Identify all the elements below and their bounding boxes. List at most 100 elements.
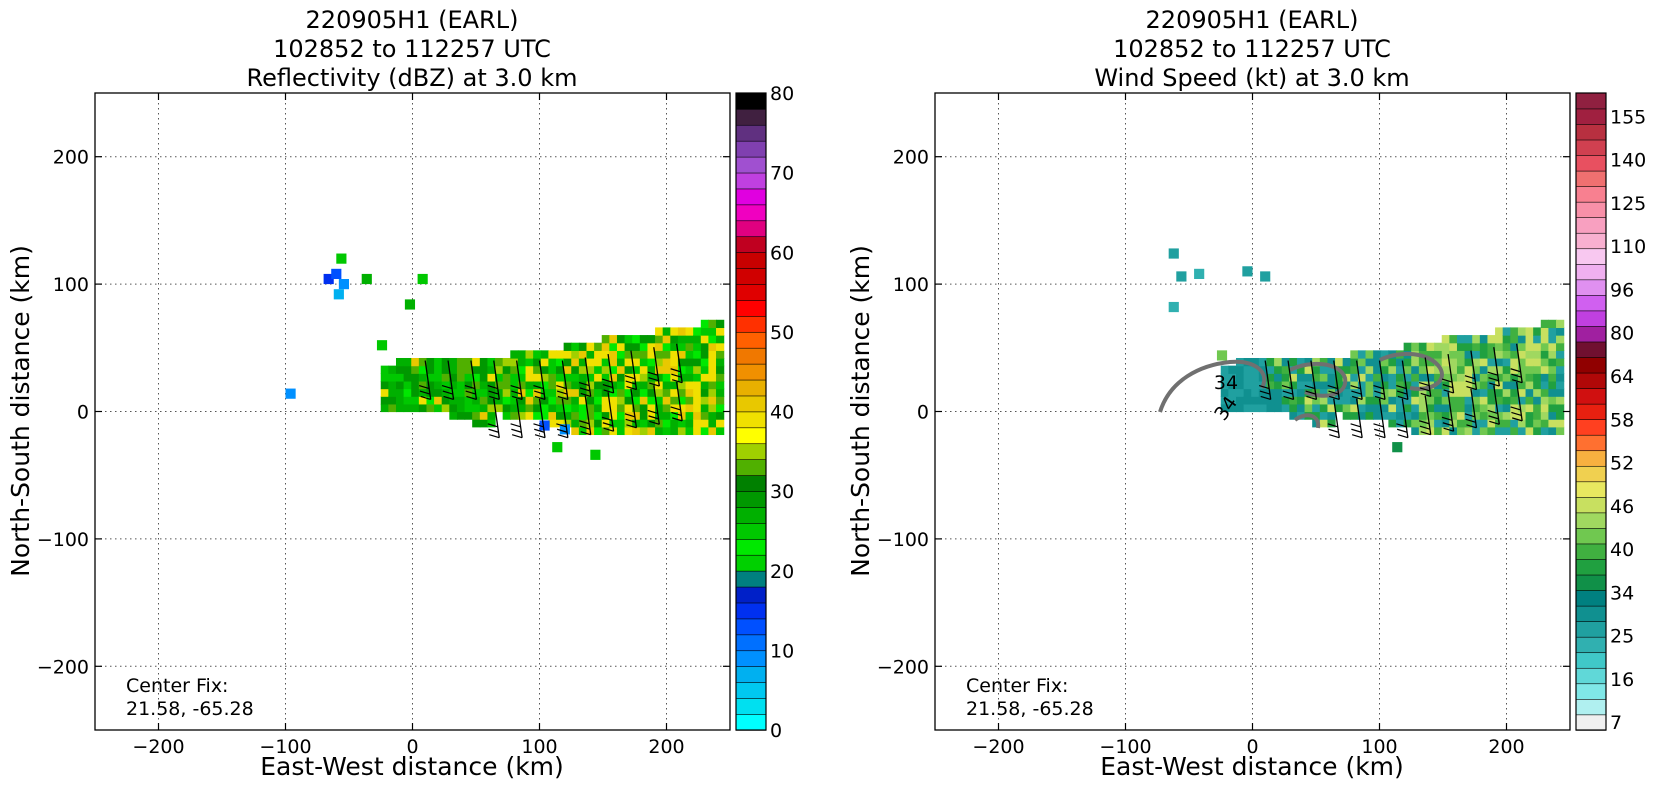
field-cell <box>1357 403 1367 413</box>
field-cell <box>479 357 489 367</box>
field-cell <box>1418 365 1428 374</box>
field-cell <box>716 357 725 367</box>
field-cell <box>571 357 580 367</box>
field-cell <box>609 396 618 405</box>
field-cell <box>1296 388 1306 397</box>
x-tick-label: 100 <box>1361 736 1397 758</box>
field-cell <box>639 411 649 420</box>
field-cell <box>388 388 397 397</box>
field-cell <box>533 357 542 367</box>
field-cell <box>1548 388 1557 397</box>
field-cell <box>331 268 342 280</box>
colorbar-tick-label: 25 <box>1610 626 1634 648</box>
field-cell <box>716 373 725 382</box>
field-cell <box>1502 373 1511 382</box>
field-cell <box>1266 396 1275 405</box>
field-cell <box>1502 396 1511 405</box>
field-cell <box>578 388 588 397</box>
field-cell <box>563 357 572 367</box>
field-cell <box>1510 419 1519 428</box>
field-cell <box>1533 419 1542 428</box>
field-cell <box>1525 403 1534 413</box>
wind-speed-panel: 220905H1 (EARL) 102852 to 112257 UTC Win… <box>846 6 1646 781</box>
field-cell <box>540 396 549 405</box>
field-cell <box>639 373 649 382</box>
field-cell <box>411 403 420 413</box>
field-cell <box>1296 357 1306 367</box>
field-cell <box>517 403 527 413</box>
field-cell <box>685 403 694 413</box>
field-cell <box>1479 426 1489 436</box>
field-cell <box>700 411 710 420</box>
field-cell <box>609 380 618 390</box>
wind-barb <box>510 360 523 401</box>
field-cell <box>1274 365 1283 374</box>
field-cell <box>472 403 481 413</box>
field-cell <box>533 365 542 374</box>
field-cell <box>1495 396 1504 405</box>
field-cell <box>616 419 626 428</box>
field-cell <box>586 342 595 351</box>
field-cell <box>1319 388 1329 397</box>
field-cell <box>1464 350 1473 359</box>
field-cell <box>1411 388 1420 397</box>
field-cell <box>632 403 641 413</box>
field-cell <box>464 365 473 374</box>
field-cell <box>464 380 473 390</box>
field-cell <box>502 365 511 374</box>
field-cell <box>510 380 519 390</box>
field-cell <box>578 396 588 405</box>
field-cell <box>1426 373 1435 382</box>
field-cell <box>586 350 595 359</box>
field-cell <box>1540 403 1550 413</box>
field-cell <box>670 380 679 390</box>
field-cell <box>434 403 443 413</box>
field-cell <box>1304 373 1313 382</box>
field-cell <box>716 426 725 436</box>
field-cell <box>571 365 580 374</box>
colorbar-segment <box>735 220 767 238</box>
field-cell <box>434 388 443 397</box>
field-cell <box>361 273 372 285</box>
colorbar-segment <box>1575 170 1607 187</box>
field-cell <box>594 342 603 351</box>
wind-barb <box>1487 347 1500 387</box>
field-cell <box>1228 373 1237 382</box>
field-cell <box>662 380 671 390</box>
field-cell <box>700 380 710 390</box>
field-cell <box>647 380 656 390</box>
field-cell <box>1464 419 1473 428</box>
field-cell <box>1540 365 1550 374</box>
field-cell <box>1525 350 1534 359</box>
field-cell <box>502 396 511 405</box>
reflectivity-panel: 220905H1 (EARL) 102852 to 112257 UTC Ref… <box>6 6 794 781</box>
field-cell <box>380 365 389 374</box>
field-cell <box>677 327 687 336</box>
field-cell <box>426 388 435 397</box>
wind-barb <box>601 353 615 394</box>
field-cell <box>571 380 580 390</box>
colorbar-segment <box>735 443 767 460</box>
colorbar-segment <box>735 538 767 556</box>
field-cell <box>1540 357 1550 367</box>
field-cell <box>662 426 671 436</box>
field-cell <box>1304 365 1313 374</box>
field-cell <box>716 365 725 374</box>
field-cell <box>1327 419 1336 428</box>
field-cell <box>662 335 671 344</box>
field-cell <box>525 373 534 382</box>
field-cell <box>1220 380 1229 390</box>
x-axis-label: East-West distance (km) <box>1100 752 1404 781</box>
field-cell <box>1319 419 1329 428</box>
y-tick-label: 200 <box>53 147 89 169</box>
field-cell <box>1479 335 1489 344</box>
field-cell <box>525 365 534 374</box>
field-cell <box>540 373 549 382</box>
colorbar-segment <box>735 411 767 429</box>
field-cell <box>1418 373 1428 382</box>
field-cell <box>487 411 496 420</box>
colorbar-segment <box>1575 683 1607 700</box>
field-cell <box>456 396 466 405</box>
colorbar-segment <box>1575 356 1607 374</box>
field-cell <box>1327 411 1336 420</box>
